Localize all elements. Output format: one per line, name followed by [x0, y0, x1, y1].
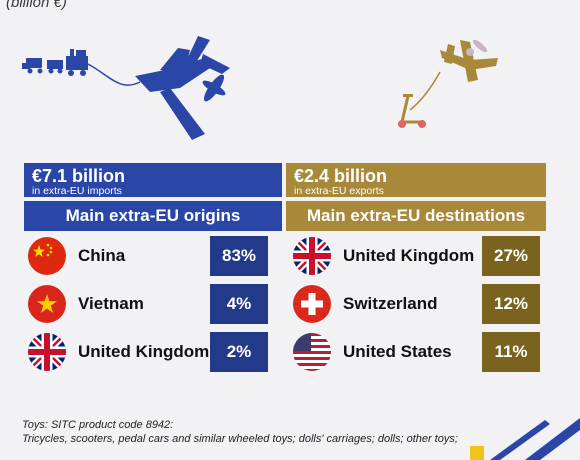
- export-row-united-kingdom: United Kingdom 27%: [293, 236, 540, 276]
- country-name: Vietnam: [78, 294, 144, 313]
- exports-amount: €2.4 billion: [294, 166, 388, 186]
- export-row-switzerland: Switzerland 12%: [293, 284, 540, 324]
- uk-flag-icon: [293, 237, 331, 275]
- imports-total-banner: €7.1 billion in extra-EU imports: [24, 163, 282, 197]
- share-badge: 11%: [482, 332, 540, 372]
- footnote-line-2: Tricycles, scooters, pedal cars and simi…: [22, 433, 458, 445]
- china-flag-icon: [28, 237, 66, 275]
- imports-amount: €7.1 billion: [32, 166, 126, 186]
- switzerland-flag-icon: [293, 285, 331, 323]
- share-badge: 83%: [210, 236, 268, 276]
- footnote: Toys: SITC product code 8942: Tricycles,…: [22, 418, 562, 446]
- country-name: United Kingdom: [343, 246, 475, 265]
- corner-decoration: [470, 418, 580, 460]
- country-name: United Kingdom: [78, 342, 210, 361]
- import-row-united-kingdom: United Kingdom 2%: [28, 332, 268, 372]
- country-name: Switzerland: [343, 294, 438, 313]
- imports-section-header: Main extra-EU origins: [24, 201, 282, 231]
- share-badge: 2%: [210, 332, 268, 372]
- share-badge: 27%: [482, 236, 540, 276]
- illustration: [22, 36, 498, 140]
- vietnam-flag-icon: [28, 285, 66, 323]
- usa-flag-icon: [293, 333, 331, 371]
- blue-airplane-icon: [135, 36, 230, 140]
- scooter-icon: [398, 94, 426, 128]
- exports-total-banner: €2.4 billion in extra-EU exports: [286, 163, 546, 197]
- share-badge: 12%: [482, 284, 540, 324]
- unit-subtitle: (billion €): [6, 0, 67, 11]
- import-row-vietnam: Vietnam 4%: [28, 284, 268, 324]
- exports-caption: in extra-EU exports: [294, 185, 384, 197]
- imports-caption: in extra-EU imports: [32, 185, 122, 197]
- toy-train-icon: [22, 49, 88, 76]
- export-row-united-states: United States 11%: [293, 332, 540, 372]
- country-name: China: [78, 246, 126, 265]
- uk-flag-icon: [28, 333, 66, 371]
- gold-airplane-icon: [440, 39, 498, 82]
- import-row-china: China 83%: [28, 236, 268, 276]
- share-badge: 4%: [210, 284, 268, 324]
- exports-section-header: Main extra-EU destinations: [286, 201, 546, 231]
- footnote-line-1: Toys: SITC product code 8942:: [22, 419, 174, 431]
- country-name: United States: [343, 342, 452, 361]
